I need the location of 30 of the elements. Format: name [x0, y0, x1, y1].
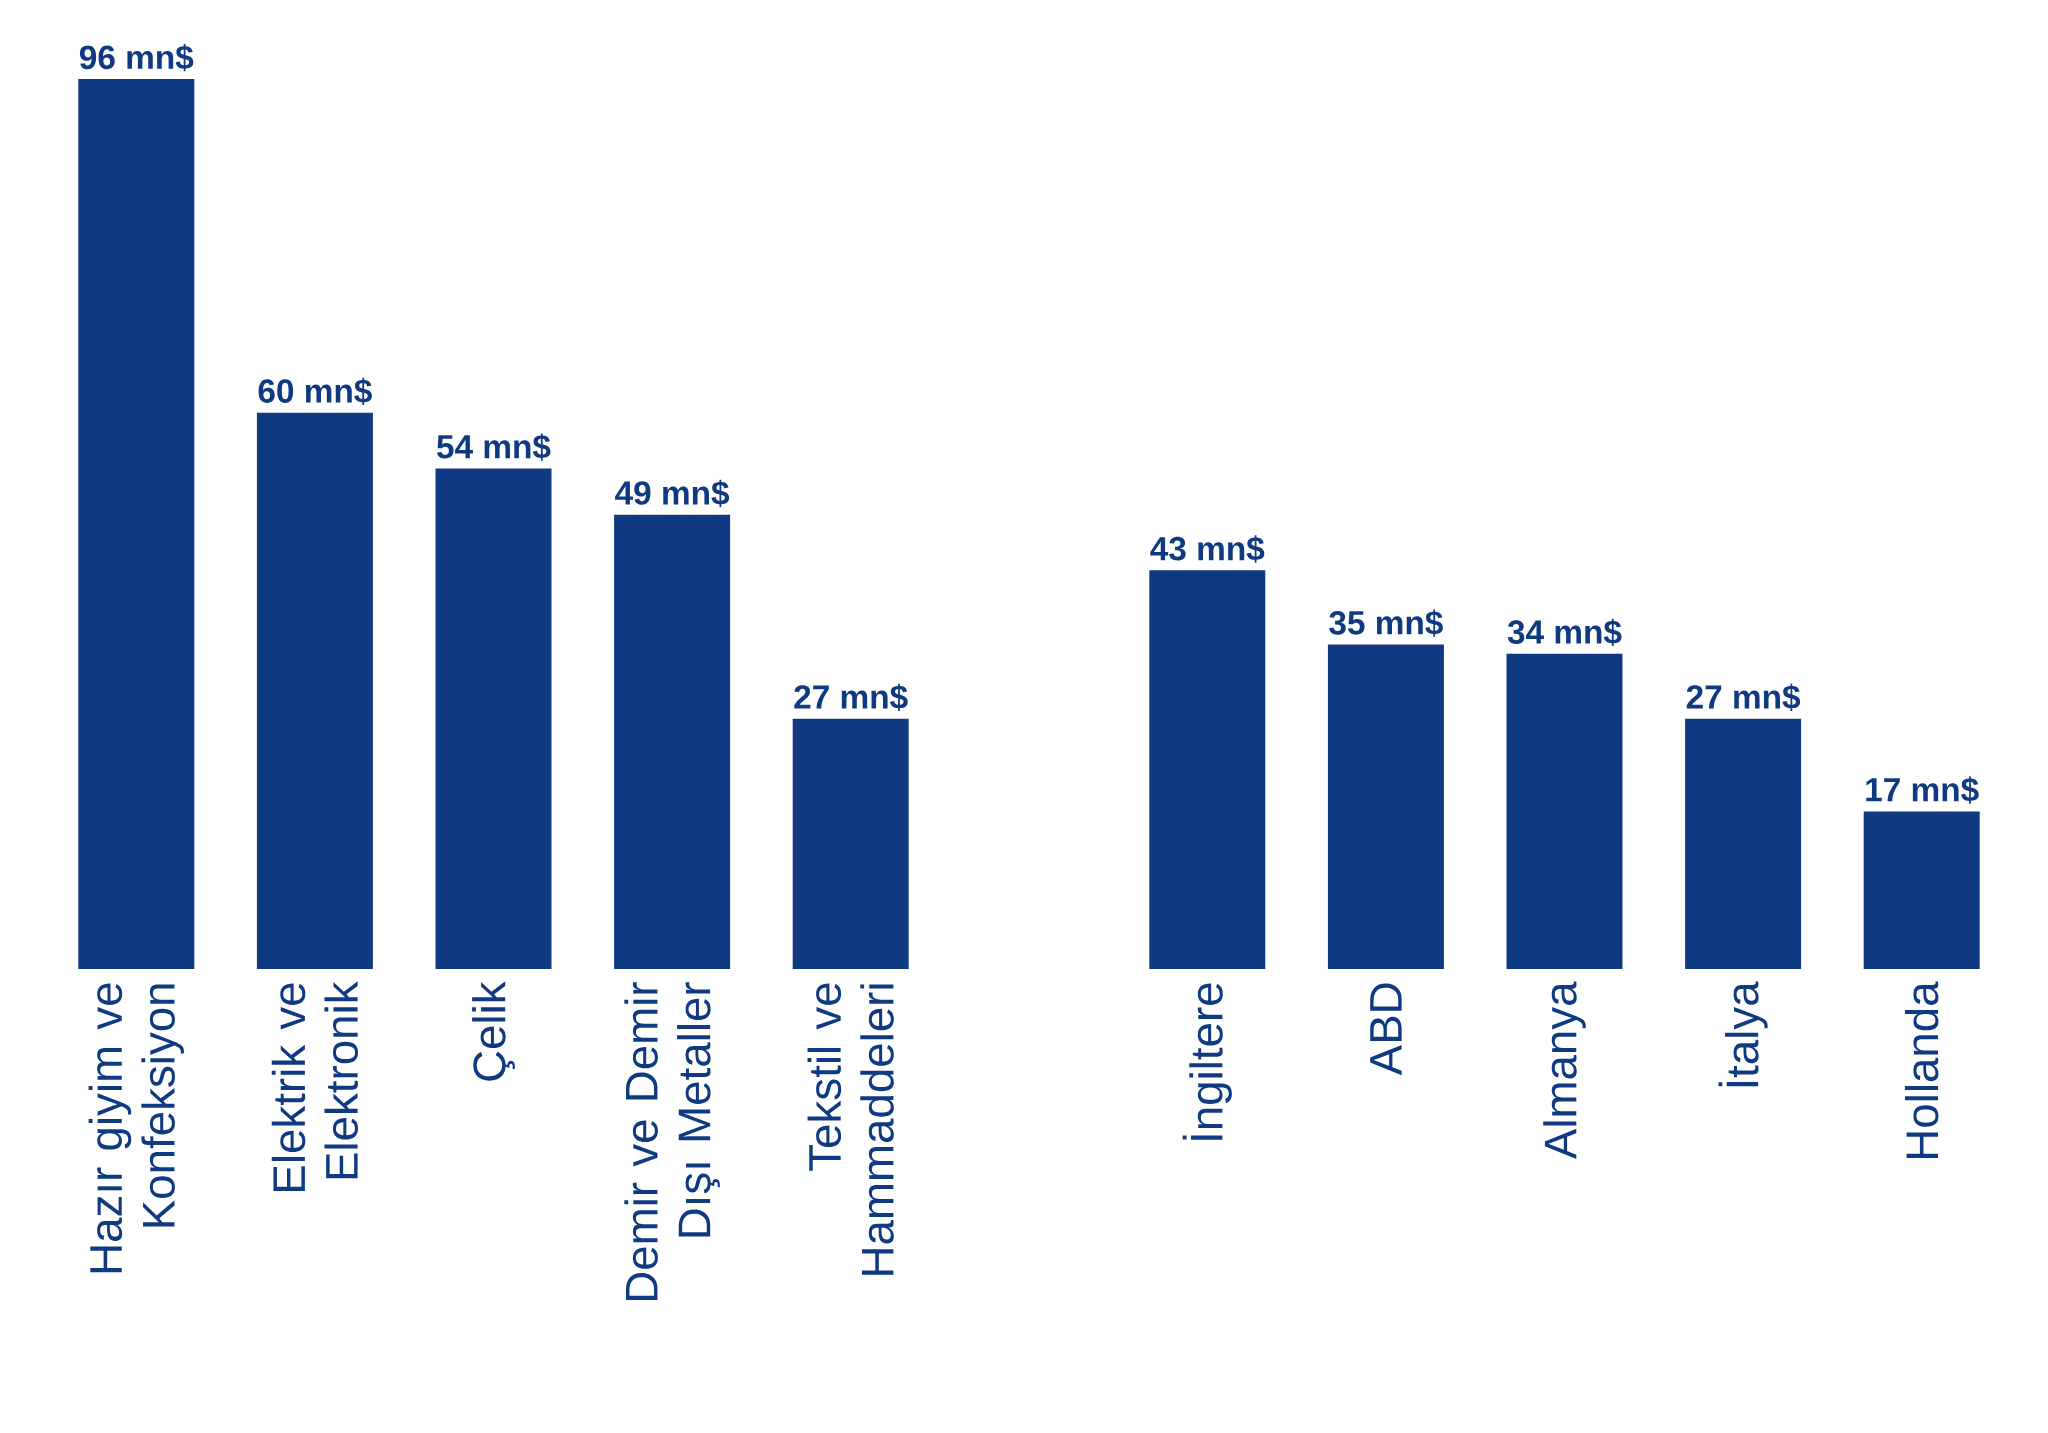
x-tick-label: Hollanda [1904, 981, 1939, 1159]
x-tick-label: İngiltere [1182, 983, 1232, 1140]
bar [792, 718, 909, 969]
bar [1863, 811, 1980, 969]
bar [256, 412, 373, 969]
x-tick-label: Elektrik ve Elektronik [271, 981, 359, 1191]
bar [1149, 570, 1266, 969]
data-label: 43 mn$ [1150, 535, 1265, 563]
x-tick-label: Hazır giyim ve Konfeksiyon [88, 983, 184, 1273]
bar [614, 514, 731, 969]
x-tick-label: Almanya [1543, 981, 1586, 1160]
x-tick-label: ABD [1370, 983, 1402, 1076]
data-label: 17 mn$ [1866, 776, 1979, 804]
data-label: 49 mn$ [615, 479, 730, 508]
data-label: 27 mn$ [794, 683, 908, 711]
data-label: 34 mn$ [1507, 618, 1622, 647]
data-label: 54 mn$ [437, 433, 551, 461]
x-tick-label: Demir ve Demir Dışı Metaller [624, 982, 720, 1301]
bar [1506, 653, 1623, 969]
data-label: 96 mn$ [79, 44, 194, 72]
x-tick-label: İtalya [1718, 981, 1768, 1087]
bar [1327, 644, 1444, 969]
data-label: 27 mn$ [1686, 683, 1801, 711]
x-tick-label: Tekstil ve Hammaddeleri [807, 983, 894, 1275]
bar [1685, 718, 1802, 969]
x-tick-label: Çelik [472, 981, 515, 1081]
bar [78, 79, 195, 969]
data-label: 35 mn$ [1329, 609, 1443, 637]
data-label: 60 mn$ [258, 377, 372, 406]
bar [435, 468, 552, 969]
